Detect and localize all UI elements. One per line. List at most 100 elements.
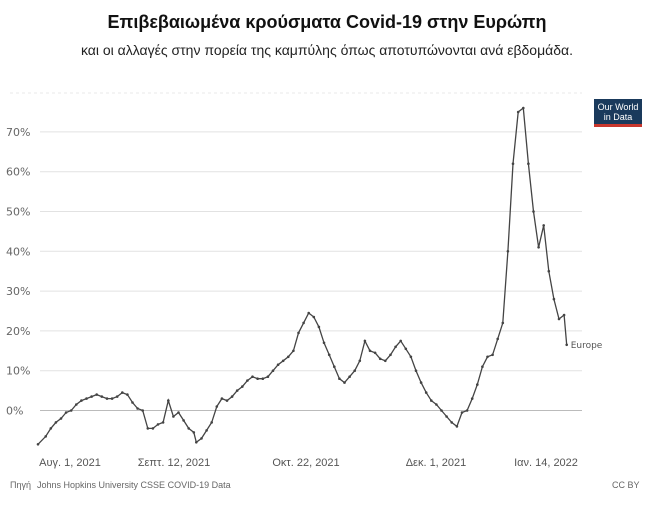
data-point — [486, 355, 489, 359]
data-point — [195, 441, 198, 444]
y-tick-label: 50% — [6, 206, 30, 219]
y-tick-label: 10% — [6, 365, 30, 378]
data-point — [80, 399, 83, 402]
data-point — [348, 375, 351, 379]
series-label-europe: Europe — [571, 341, 603, 351]
x-tick-label: Ιαν. 14, 2022 — [514, 457, 578, 469]
data-point — [460, 411, 464, 414]
data-point — [470, 397, 474, 400]
data-point — [225, 399, 229, 402]
data-point — [271, 369, 275, 373]
data-point — [49, 427, 53, 430]
y-tick-label: 70% — [6, 126, 30, 139]
data-point — [358, 359, 362, 363]
data-point — [256, 377, 259, 381]
data-point — [75, 403, 78, 406]
x-tick-label: Δεκ. 1, 2021 — [406, 457, 467, 469]
data-point — [373, 351, 377, 355]
data-point — [481, 365, 484, 369]
data-point — [465, 409, 469, 412]
data-point — [338, 377, 341, 381]
data-point — [251, 375, 254, 379]
data-point — [384, 359, 387, 363]
data-point — [205, 429, 208, 432]
data-point — [297, 331, 300, 335]
data-point — [95, 393, 98, 396]
data-point — [182, 419, 185, 422]
data-point — [276, 363, 280, 367]
data-point — [532, 210, 535, 213]
y-tick-label: 40% — [6, 245, 30, 258]
data-point — [389, 353, 392, 357]
data-point — [167, 399, 170, 402]
data-point — [562, 313, 566, 317]
x-axis-ticks: Αυγ. 1, 2021 Σεπτ. 12, 2021 Οκτ. 22, 2021 Δ… — [39, 457, 578, 469]
logo-line-2: in Data — [603, 112, 633, 122]
license-label: CC BY — [612, 480, 640, 490]
owid-logo: Our World in Data — [594, 99, 642, 127]
data-point — [172, 415, 175, 418]
data-point — [565, 343, 568, 347]
data-point — [516, 110, 520, 114]
source-label: Πηγή — [10, 480, 32, 490]
y-tick-label: 0% — [6, 405, 23, 418]
data-point — [424, 391, 428, 394]
data-point — [312, 315, 316, 319]
y-tick-label: 30% — [6, 285, 30, 298]
data-point — [156, 423, 160, 426]
data-point — [141, 409, 144, 412]
y-axis-ticks: 0% 10% 20% 30% 40% 50% 60% 70% — [6, 126, 30, 418]
y-tick-label: 20% — [6, 325, 30, 338]
data-point — [430, 399, 433, 402]
data-point — [343, 381, 346, 384]
chart-subtitle: και οι αλλαγές στην πορεία της καμπύλης … — [80, 42, 574, 58]
data-point — [363, 339, 367, 343]
data-point — [353, 369, 357, 373]
data-point — [115, 395, 119, 398]
data-point — [557, 317, 561, 321]
data-point — [100, 395, 104, 398]
data-point — [266, 375, 270, 379]
data-point — [105, 397, 109, 400]
data-point — [399, 339, 403, 343]
data-point — [136, 407, 139, 410]
data-point — [151, 427, 155, 430]
data-point — [327, 353, 331, 357]
data-point — [192, 431, 196, 434]
data-point — [511, 162, 515, 165]
data-point — [440, 409, 443, 412]
data-point — [281, 359, 285, 363]
logo-line-1: Our World — [597, 102, 639, 112]
data-point — [409, 355, 413, 359]
data-point — [445, 415, 448, 418]
data-point — [235, 389, 239, 392]
data-point — [210, 421, 213, 424]
data-point — [368, 349, 372, 353]
data-point — [491, 353, 494, 357]
data-point — [378, 357, 382, 361]
data-point — [220, 397, 224, 400]
x-tick-label: Αυγ. 1, 2021 — [39, 457, 101, 469]
x-tick-label: Οκτ. 22, 2021 — [272, 457, 339, 469]
data-point — [302, 321, 305, 325]
data-point — [287, 355, 290, 359]
data-point — [394, 345, 397, 349]
data-point — [522, 106, 525, 110]
data-point — [496, 337, 500, 341]
x-tick-label: Σεπτ. 12, 2021 — [138, 457, 211, 469]
data-point — [307, 311, 311, 315]
data-point — [542, 224, 545, 227]
data-point — [177, 411, 180, 414]
data-point — [54, 421, 58, 424]
data-point — [64, 411, 68, 414]
data-point — [414, 369, 418, 373]
data-point — [44, 435, 47, 438]
data-point — [547, 269, 551, 273]
data-point — [435, 403, 438, 406]
data-point — [317, 325, 321, 329]
data-point — [59, 417, 63, 420]
data-point — [322, 341, 326, 345]
data-point — [85, 397, 88, 400]
data-point — [36, 443, 40, 446]
y-tick-label: 60% — [6, 166, 30, 179]
